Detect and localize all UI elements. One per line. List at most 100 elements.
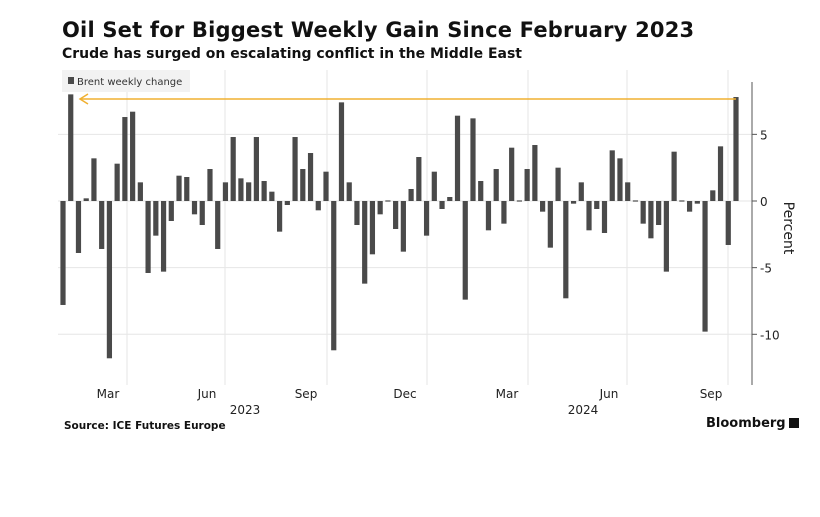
bar (377, 201, 383, 215)
bar (710, 190, 716, 201)
y-tick-label: 0 (760, 195, 768, 209)
x-tick-label: Mar (97, 387, 120, 401)
chart-title: Oil Set for Biggest Weekly Gain Since Fe… (62, 18, 695, 42)
bar (91, 158, 97, 201)
bar (416, 157, 422, 201)
bar (702, 201, 708, 332)
bar (168, 201, 174, 221)
bar (354, 201, 360, 225)
bar (578, 182, 584, 201)
bar (191, 201, 198, 215)
bloomberg-logo: Bloomberg (706, 416, 799, 431)
bar (75, 201, 82, 253)
x-tick-label: Sep (295, 387, 318, 401)
bar (733, 97, 739, 201)
bar (369, 201, 376, 255)
bar (563, 201, 569, 299)
bar (184, 177, 190, 201)
bar (400, 201, 406, 252)
bar (555, 167, 561, 201)
bar (106, 201, 113, 359)
bar (230, 137, 236, 201)
bar (176, 175, 182, 201)
bar (609, 150, 615, 201)
x-tick-label: Jun (197, 387, 217, 401)
bar (307, 153, 314, 201)
bar (439, 201, 445, 209)
bar (331, 201, 337, 351)
bar (586, 201, 592, 231)
bar (431, 171, 437, 201)
bar (717, 146, 724, 201)
y-tick-label: 5 (760, 128, 768, 142)
bar (540, 201, 546, 212)
bar (656, 201, 662, 225)
bar (207, 169, 213, 201)
legend-label: Brent weekly change (77, 77, 182, 88)
bar (393, 201, 399, 229)
legend-box (62, 70, 190, 92)
bar (130, 111, 136, 201)
bar (524, 169, 530, 201)
bar (648, 201, 654, 239)
bar (99, 201, 105, 249)
chart-subtitle: Crude has surged on escalating conflict … (62, 46, 522, 62)
bar (292, 137, 298, 201)
bar (447, 197, 453, 201)
y-tick-label: -10 (760, 328, 780, 342)
bar (625, 182, 631, 201)
bar (547, 201, 553, 248)
year-label: 2023 (230, 403, 261, 417)
legend-swatch (68, 77, 74, 84)
bar (153, 201, 159, 236)
source-note: Source: ICE Futures Europe (64, 420, 226, 432)
bar (300, 169, 306, 201)
year-label: 2024 (568, 403, 599, 417)
bar (640, 201, 646, 224)
bar (509, 147, 515, 201)
y-tick-label: -5 (760, 262, 772, 276)
bar (532, 145, 538, 201)
bar (617, 158, 623, 201)
bar (145, 201, 151, 273)
bar (725, 201, 731, 245)
bar (594, 201, 600, 209)
bar (284, 201, 290, 205)
bar (570, 201, 577, 204)
brand-text: Bloomberg (706, 416, 786, 431)
bar (269, 191, 275, 201)
x-tick-label: Mar (496, 387, 519, 401)
bar (493, 169, 499, 201)
bar (423, 201, 430, 236)
bar (246, 182, 252, 201)
bar (470, 118, 476, 201)
x-tick-label: Sep (700, 387, 723, 401)
bar (137, 182, 143, 201)
bar (478, 181, 484, 201)
bar (501, 201, 507, 224)
bar (454, 115, 461, 201)
bar (663, 201, 669, 272)
bar (601, 201, 608, 233)
bar (385, 200, 391, 202)
bar (114, 163, 120, 201)
bar (632, 200, 639, 202)
terminal-icon (788, 418, 799, 428)
bar (315, 201, 321, 211)
y-axis-label: Percent (780, 202, 796, 255)
bar (485, 201, 492, 231)
bar (60, 201, 66, 305)
bar (679, 200, 685, 202)
bar (323, 171, 329, 201)
bar (338, 102, 345, 201)
bar (199, 201, 205, 225)
x-tick-label: Jun (599, 387, 619, 401)
bar (215, 201, 221, 249)
bar (671, 151, 677, 201)
bar (83, 198, 89, 201)
bar (346, 182, 352, 201)
bar (694, 201, 700, 204)
bar (516, 200, 523, 202)
bar (253, 137, 259, 201)
